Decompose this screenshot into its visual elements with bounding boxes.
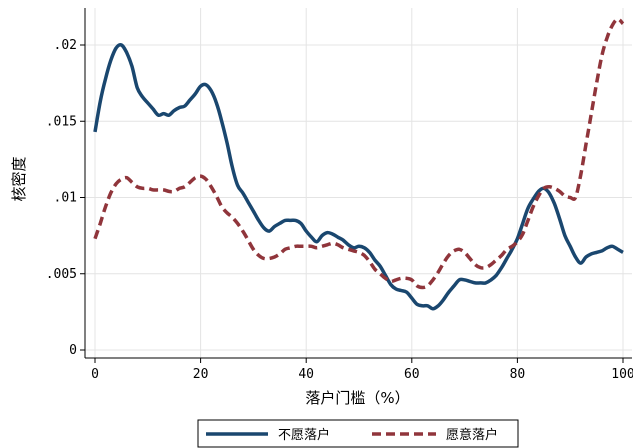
- axes: [84, 8, 632, 359]
- x-tick-label: 40: [298, 367, 314, 382]
- series-line-unwilling: [93, 43, 624, 311]
- x-tick-label: 20: [193, 367, 209, 382]
- x-tick-label: 80: [510, 367, 526, 382]
- y-tick-label: 0: [69, 343, 77, 358]
- legend-label-willing: 愿意落户: [446, 427, 498, 443]
- x-tick-label: 100: [611, 367, 633, 382]
- series-line-willing: [93, 17, 625, 290]
- legend: 不愿落户 愿意落户: [197, 419, 519, 448]
- tick-marks: 0 .005 .01 .015 .02 0 20 40 60 80 100: [46, 38, 633, 382]
- legend-label-unwilling: 不愿落户: [278, 427, 330, 443]
- y-tick-label: .015: [46, 114, 77, 129]
- y-tick-label: .005: [46, 267, 77, 282]
- y-tick-label: .01: [54, 191, 77, 206]
- x-axis-title: 落户门槛（%）: [305, 389, 409, 407]
- series-lines: [93, 17, 625, 311]
- y-axis-title: 核密度: [10, 156, 28, 201]
- y-tick-label: .02: [54, 38, 77, 53]
- x-tick-label: 0: [91, 367, 99, 382]
- x-tick-label: 60: [404, 367, 420, 382]
- grid-lines: [85, 8, 632, 358]
